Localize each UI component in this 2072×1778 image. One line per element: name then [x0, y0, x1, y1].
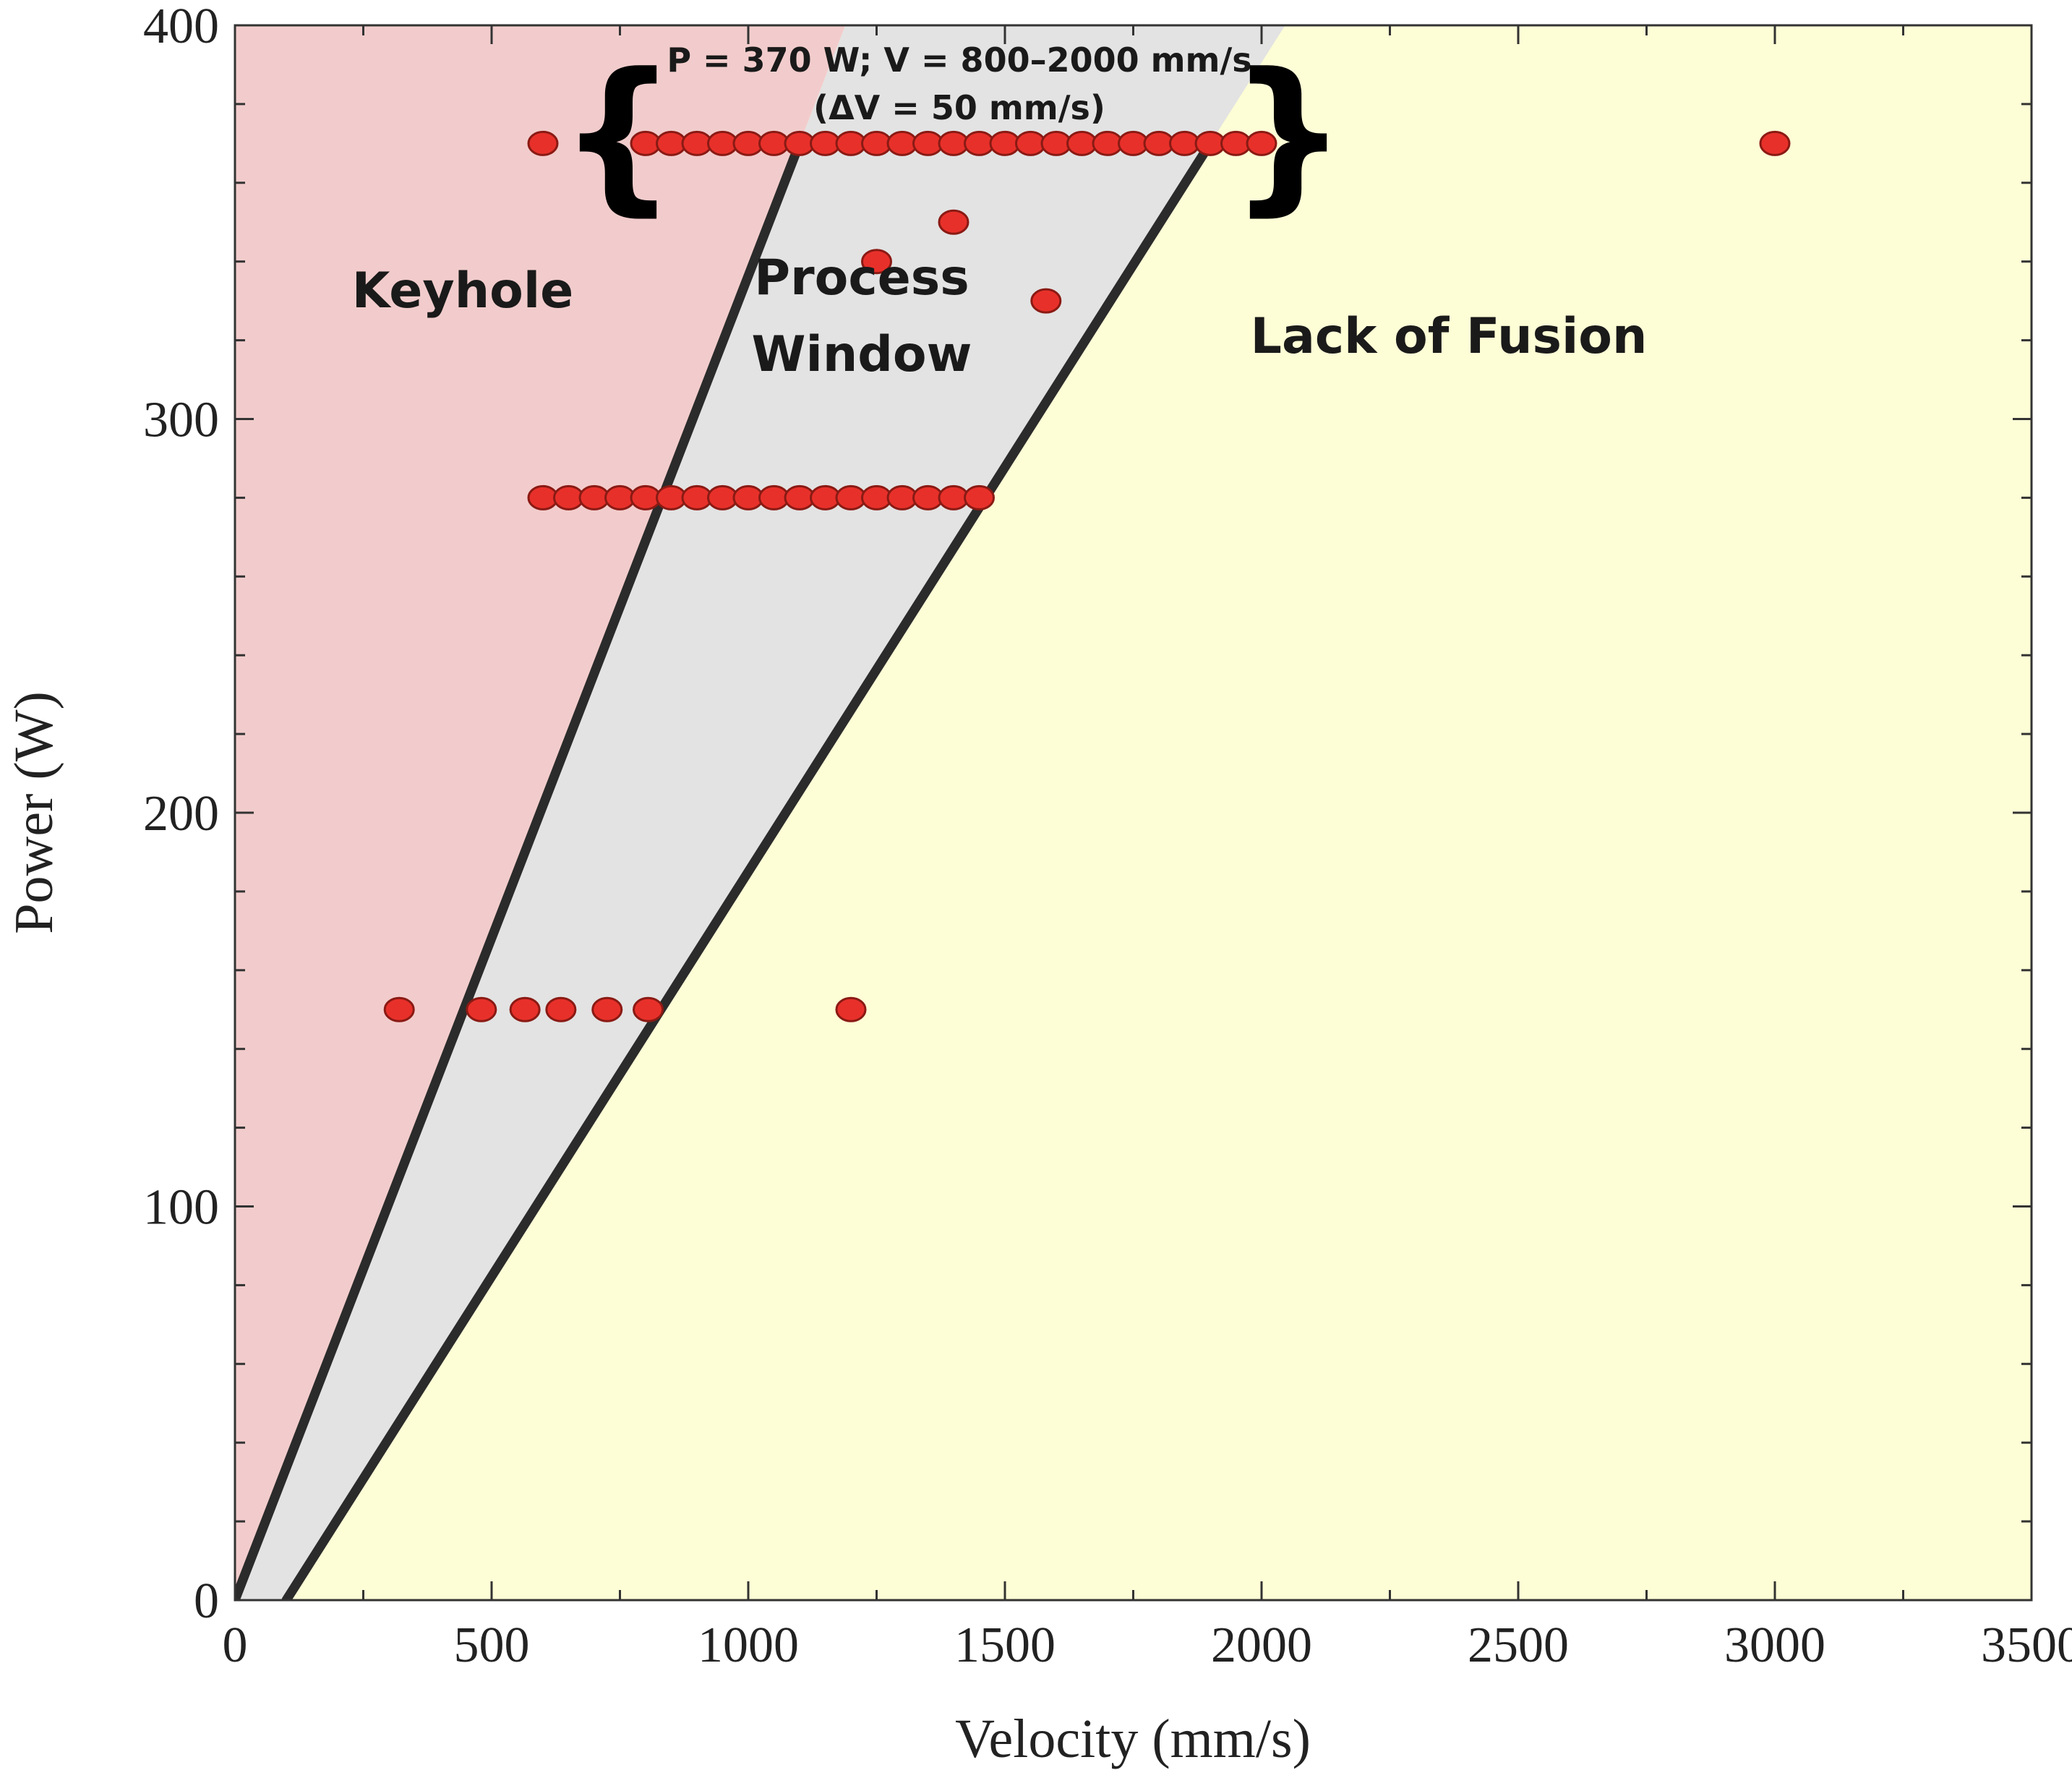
x-tick-label: 0: [223, 1617, 248, 1673]
process-window-region: [235, 25, 1285, 1600]
x-tick-label: 500: [454, 1617, 530, 1673]
annotation-text: P = 370 W; V = 800–2000 mm/s: [667, 40, 1251, 80]
axis-ticks: [234, 24, 2033, 1602]
x-tick-label: 2000: [1211, 1617, 1312, 1673]
x-tick-label: 3500: [1981, 1617, 2072, 1673]
keyhole-label: Keyhole: [352, 262, 574, 320]
data-point: [861, 249, 892, 275]
data-point: [633, 996, 664, 1022]
x-tick-label: 2500: [1468, 1617, 1569, 1673]
data-point: [527, 130, 559, 156]
right-brace: }: [1229, 38, 1348, 231]
data-point: [1759, 130, 1791, 156]
keyhole-boundary-line: [235, 138, 805, 1600]
process-window-label: Process: [754, 249, 969, 307]
y-tick-label: 100: [143, 1180, 219, 1236]
data-point: [964, 484, 995, 510]
annotation-text: (ΔV = 50 mm/s): [813, 88, 1105, 127]
x-tick-label: 1000: [698, 1617, 799, 1673]
x-axis-title: Velocity (mm/s): [955, 1709, 1311, 1769]
data-point: [466, 996, 497, 1022]
left-brace: {: [559, 38, 677, 231]
y-tick-label: 200: [143, 786, 219, 842]
data-point: [835, 996, 867, 1022]
x-tick-label: 1500: [954, 1617, 1056, 1673]
data-point: [545, 996, 577, 1022]
process-window-label: Window: [752, 326, 972, 383]
lack-of-fusion-label: Lack of Fusion: [1251, 308, 1648, 365]
data-point: [1246, 130, 1277, 156]
data-point: [591, 996, 623, 1022]
y-tick-label: 300: [143, 393, 219, 448]
y-axis-title: Power (W): [4, 691, 64, 934]
y-tick-label: 0: [194, 1573, 219, 1629]
y-tick-label: 400: [143, 0, 219, 54]
data-point: [938, 209, 969, 235]
x-tick-label: 3000: [1724, 1617, 1825, 1673]
lack-of-fusion-boundary-line: [281, 138, 1215, 1600]
data-point: [1030, 288, 1062, 314]
data-points: [383, 130, 1791, 1022]
data-point: [509, 996, 541, 1022]
data-point: [383, 996, 415, 1022]
